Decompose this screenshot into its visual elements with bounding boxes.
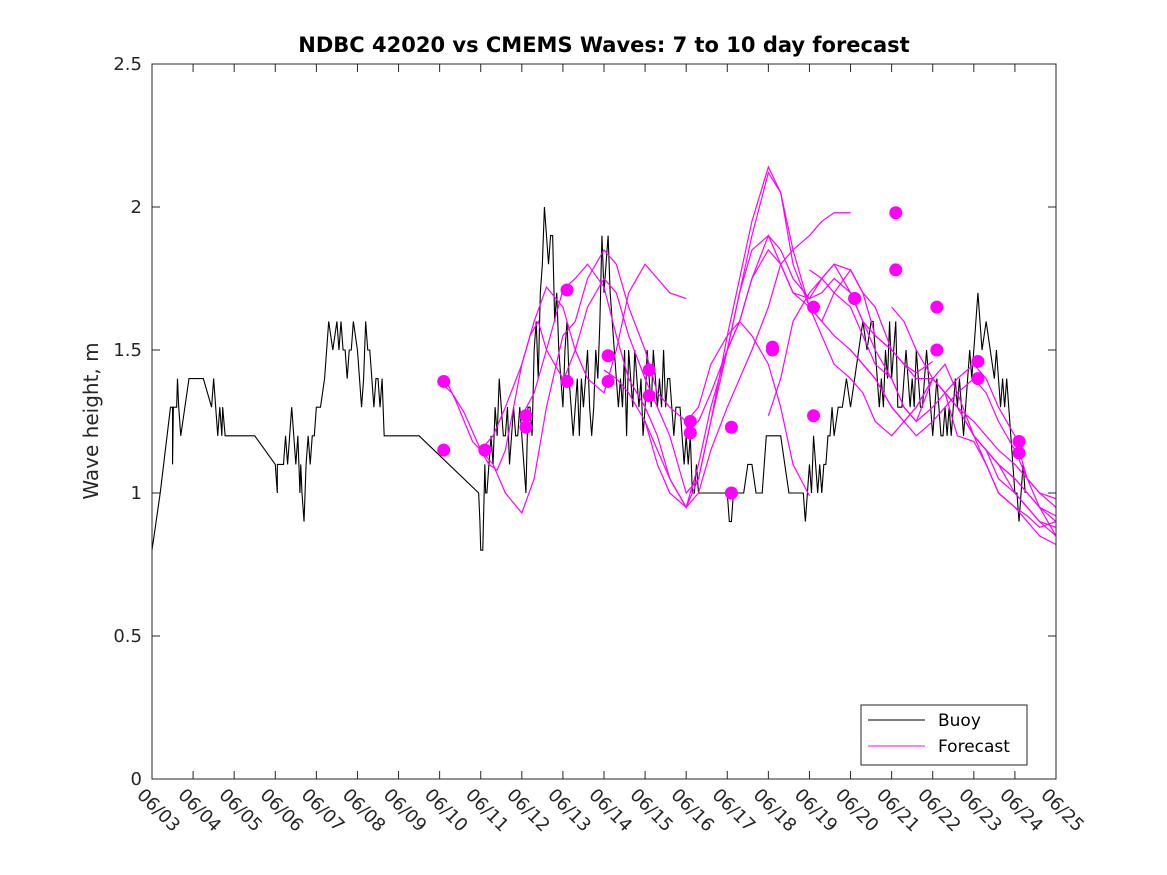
- forecast-marker: [724, 486, 738, 500]
- forecast-marker: [889, 263, 903, 277]
- forecast-marker: [724, 420, 738, 434]
- forecast-marker: [519, 420, 533, 434]
- chart-title: NDBC 42020 vs CMEMS Waves: 7 to 10 day f…: [298, 33, 909, 57]
- forecast-marker: [642, 363, 656, 377]
- forecast-marker: [519, 409, 533, 423]
- forecast-marker: [889, 206, 903, 220]
- forecast-markers: [437, 206, 1026, 500]
- forecast-marker: [560, 374, 574, 388]
- forecast-marker: [478, 443, 492, 457]
- forecast-marker: [971, 354, 985, 368]
- forecast-marker: [683, 426, 697, 440]
- forecast-marker: [601, 349, 615, 363]
- forecast-marker: [683, 415, 697, 428]
- y-axis-label: Wave height, m: [79, 342, 103, 499]
- legend-buoy-label: Buoy: [938, 711, 981, 731]
- plot-area: [152, 64, 1056, 779]
- axes-box: [151, 63, 1057, 780]
- forecast-marker: [437, 374, 451, 388]
- forecast-marker: [1012, 446, 1026, 460]
- forecast-marker: [930, 300, 944, 314]
- forecast-marker: [930, 343, 944, 357]
- forecast-marker: [437, 443, 451, 457]
- forecast-line: [439, 319, 564, 472]
- forecast-line: [480, 248, 810, 515]
- legend: Buoy Forecast: [860, 704, 1028, 766]
- y-tick-label: 1.5: [113, 340, 142, 361]
- y-tick-label: 0.5: [113, 626, 142, 647]
- forecast-marker: [807, 409, 821, 423]
- forecast-marker: [765, 343, 779, 357]
- y-tick-label: 2.5: [113, 54, 142, 75]
- forecast-line: [973, 435, 1057, 517]
- forecast-marker: [560, 283, 574, 297]
- forecast-marker: [1012, 435, 1026, 449]
- y-tick-label: 0: [131, 769, 142, 790]
- forecast-marker: [807, 300, 821, 314]
- y-tick-label: 2: [131, 197, 142, 218]
- forecast-line: [726, 234, 1057, 508]
- forecast-marker: [642, 389, 656, 403]
- forecast-marker: [601, 374, 615, 388]
- forecast-series: [439, 165, 1057, 546]
- forecast-marker: [848, 292, 862, 306]
- y-tick-label: 1: [131, 483, 142, 504]
- legend-box: [860, 704, 1028, 766]
- legend-forecast-label: Forecast: [938, 737, 1010, 757]
- forecast-marker: [971, 372, 985, 386]
